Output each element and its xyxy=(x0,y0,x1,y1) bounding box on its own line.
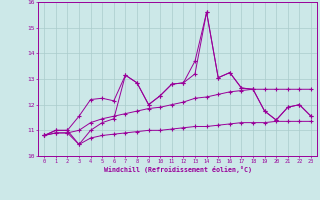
X-axis label: Windchill (Refroidissement éolien,°C): Windchill (Refroidissement éolien,°C) xyxy=(104,166,252,173)
